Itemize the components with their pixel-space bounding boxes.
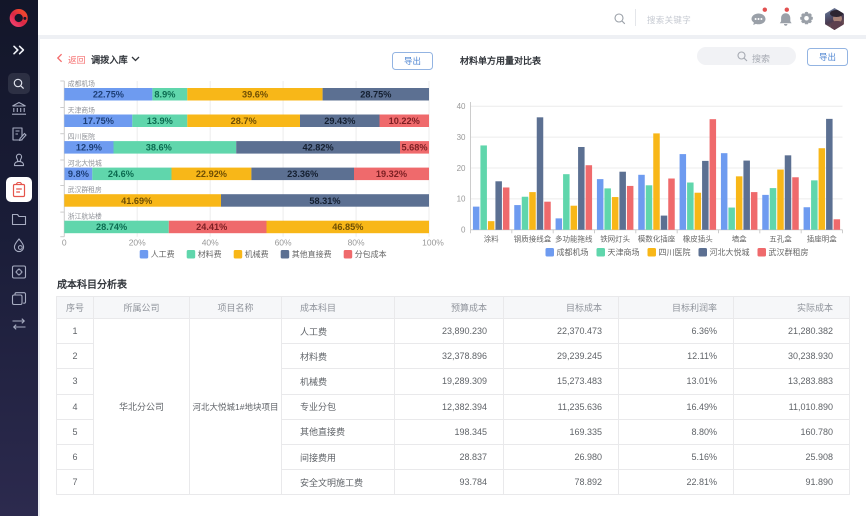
svg-text:0: 0 (461, 226, 466, 235)
svg-text:40%: 40% (202, 238, 219, 248)
svg-text:41.69%: 41.69% (121, 196, 152, 206)
svg-text:浙江航站楼: 浙江航站楼 (68, 212, 102, 221)
svg-text:12.9%: 12.9% (76, 143, 102, 153)
svg-text:24.6%: 24.6% (108, 169, 134, 179)
svg-text:人工费: 人工费 (151, 249, 175, 259)
svg-text:20: 20 (457, 164, 466, 173)
svg-text:46.85%: 46.85% (332, 222, 363, 232)
svg-text:80%: 80% (348, 238, 365, 248)
svg-text:河北大悦城: 河北大悦城 (710, 247, 750, 257)
svg-text:分包成本: 分包成本 (355, 249, 387, 259)
svg-text:19.32%: 19.32% (376, 169, 407, 179)
svg-text:8.9%: 8.9% (154, 90, 175, 100)
svg-text:成都机场: 成都机场 (557, 247, 589, 257)
svg-text:涂料: 涂料 (484, 233, 499, 243)
svg-text:四川医院: 四川医院 (659, 247, 691, 257)
svg-text:铁网灯头: 铁网灯头 (600, 233, 630, 243)
svg-text:成都机场: 成都机场 (68, 79, 95, 88)
svg-text:24.41%: 24.41% (196, 222, 227, 232)
svg-text:30: 30 (457, 133, 466, 142)
svg-text:100%: 100% (422, 238, 444, 248)
svg-text:60%: 60% (275, 238, 292, 248)
svg-text:10: 10 (457, 195, 466, 204)
svg-text:38.6%: 38.6% (146, 143, 172, 153)
svg-text:武汉群租房: 武汉群租房 (769, 247, 809, 257)
svg-text:五孔盒: 五孔盒 (769, 233, 792, 243)
svg-text:58.31%: 58.31% (309, 196, 340, 206)
svg-text:28.74%: 28.74% (96, 222, 127, 232)
svg-text:墙盒: 墙盒 (732, 233, 747, 243)
svg-text:模数化插座: 模数化插座 (638, 233, 676, 243)
svg-text:28.7%: 28.7% (231, 116, 257, 126)
svg-text:29.43%: 29.43% (324, 116, 355, 126)
svg-text:四川医院: 四川医院 (68, 132, 95, 141)
svg-text:17.75%: 17.75% (83, 116, 114, 126)
svg-text:20%: 20% (129, 238, 146, 248)
svg-text:22.92%: 22.92% (196, 169, 227, 179)
svg-text:多功能拖线: 多功能拖线 (555, 233, 593, 243)
svg-text:28.75%: 28.75% (360, 90, 391, 100)
svg-text:0: 0 (62, 238, 67, 248)
svg-text:10.22%: 10.22% (389, 116, 420, 126)
svg-text:39.6%: 39.6% (242, 90, 268, 100)
svg-text:橡皮插头: 橡皮插头 (683, 233, 713, 243)
svg-text:42.82%: 42.82% (303, 143, 334, 153)
svg-text:23.36%: 23.36% (287, 169, 318, 179)
svg-text:材料费: 材料费 (198, 249, 222, 259)
svg-text:天津商场: 天津商场 (608, 247, 640, 257)
svg-text:河北大悦城: 河北大悦城 (68, 158, 102, 167)
svg-text:9.8%: 9.8% (68, 169, 89, 179)
svg-text:其他直接费: 其他直接费 (292, 249, 332, 259)
svg-text:钢质接线盒: 钢质接线盒 (514, 233, 552, 243)
svg-text:5.68%: 5.68% (401, 143, 427, 153)
svg-text:22.75%: 22.75% (93, 90, 124, 100)
svg-text:机械费: 机械费 (245, 249, 269, 259)
svg-text:天津商场: 天津商场 (68, 105, 95, 114)
svg-text:40: 40 (457, 102, 466, 111)
svg-text:武汉群租房: 武汉群租房 (68, 185, 102, 194)
svg-text:插座明盒: 插座明盒 (807, 233, 837, 243)
svg-text:13.9%: 13.9% (147, 116, 173, 126)
